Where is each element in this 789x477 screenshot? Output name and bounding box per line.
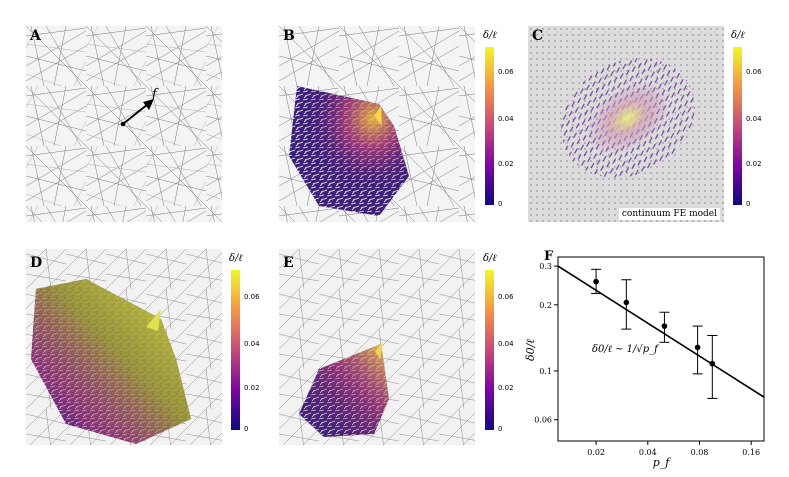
colorbar-b-tick: 0.02 bbox=[498, 160, 514, 168]
colorbar-d-title: δ/ℓ bbox=[229, 253, 243, 264]
data-point bbox=[621, 279, 632, 330]
colorbar-c-tick: 0.02 bbox=[746, 160, 762, 168]
fiber-displacement-image bbox=[26, 249, 222, 445]
panel-c: C continuum FE model bbox=[528, 26, 724, 222]
scaling-annotation: δ0/ℓ ~ 1/√p_f bbox=[592, 344, 660, 355]
data-point bbox=[707, 334, 718, 399]
point-marker bbox=[694, 344, 701, 351]
y-tick-label: 0.3 bbox=[539, 262, 552, 271]
colorbar-c bbox=[733, 47, 742, 205]
colorbar-e-tick: 0 bbox=[498, 425, 503, 433]
colorbar-e bbox=[485, 270, 494, 430]
panel-label-a: A bbox=[30, 28, 41, 44]
colorbar-c-tick: 0 bbox=[746, 200, 751, 208]
data-point bbox=[591, 268, 602, 295]
colorbar-d-tick: 0.04 bbox=[244, 340, 260, 348]
x-tick-label: 0.02 bbox=[587, 448, 605, 457]
y-axis-label: δ0/ℓ bbox=[524, 339, 537, 361]
colorbar-c-tick: 0.06 bbox=[746, 68, 762, 76]
x-axis-label: p_f bbox=[653, 456, 672, 469]
panel-b: B bbox=[279, 26, 475, 222]
panel-e: E bbox=[279, 249, 475, 445]
colorbar-c-tick: 0.04 bbox=[746, 115, 762, 123]
panel-label-f: F bbox=[544, 249, 554, 264]
panel-f: 0.02 0.04 0.08 0.16 0.06 0.1 0.2 0.3 F p_f δ0/… bbox=[520, 240, 780, 470]
colorbar-d-tick: 0 bbox=[244, 425, 249, 433]
fit-line bbox=[557, 265, 765, 398]
force-arrow bbox=[120, 99, 154, 127]
x-tick-label: 0.08 bbox=[691, 448, 709, 457]
point-marker bbox=[709, 360, 716, 367]
colorbar-b-title: δ/ℓ bbox=[483, 30, 497, 41]
plot-frame bbox=[557, 256, 765, 442]
x-tick-label: 0.16 bbox=[742, 448, 760, 457]
y-tick-label: 0.2 bbox=[539, 301, 552, 310]
panel-label-c: C bbox=[532, 28, 544, 44]
panel-label-e: E bbox=[283, 255, 294, 271]
panel-label-d: D bbox=[30, 255, 43, 271]
y-tick-label: 0.06 bbox=[534, 416, 552, 425]
fiber-displacement-image bbox=[279, 249, 475, 445]
force-label: f bbox=[151, 87, 159, 102]
colorbar-c-title: δ/ℓ bbox=[731, 30, 745, 41]
colorbar-d-tick: 0.06 bbox=[244, 293, 260, 301]
colorbar-e-title: δ/ℓ bbox=[483, 253, 497, 264]
colorbar-d bbox=[231, 270, 240, 430]
fiber-network-image: f bbox=[26, 26, 222, 222]
scaling-chart: 0.02 0.04 0.08 0.16 0.06 0.1 0.2 0.3 F p_f δ0/… bbox=[524, 249, 765, 469]
point-marker bbox=[623, 299, 630, 306]
colorbar-e-tick: 0.04 bbox=[498, 340, 514, 348]
colorbar-e-tick: 0.06 bbox=[498, 293, 514, 301]
data-point bbox=[659, 311, 670, 343]
data-point bbox=[692, 325, 703, 375]
panel-a: f A bbox=[26, 26, 222, 222]
fe-vector-field-image bbox=[528, 26, 724, 222]
colorbar-e-tick: 0.02 bbox=[498, 384, 514, 392]
colorbar-b-tick: 0.04 bbox=[498, 115, 514, 123]
point-marker bbox=[593, 278, 599, 285]
colorbar-d-tick: 0.02 bbox=[244, 384, 260, 392]
colorbar-b-tick: 0 bbox=[498, 200, 503, 208]
fiber-displacement-image bbox=[279, 26, 475, 222]
point-marker bbox=[661, 323, 668, 329]
panel-d: D bbox=[26, 249, 222, 445]
panel-label-b: B bbox=[283, 28, 295, 44]
x-tick-label: 0.04 bbox=[639, 448, 657, 457]
colorbar-b-tick: 0.06 bbox=[498, 68, 514, 76]
y-tick-label: 0.1 bbox=[539, 367, 552, 376]
colorbar-b bbox=[485, 47, 494, 205]
fe-model-label: continuum FE model bbox=[618, 208, 720, 220]
